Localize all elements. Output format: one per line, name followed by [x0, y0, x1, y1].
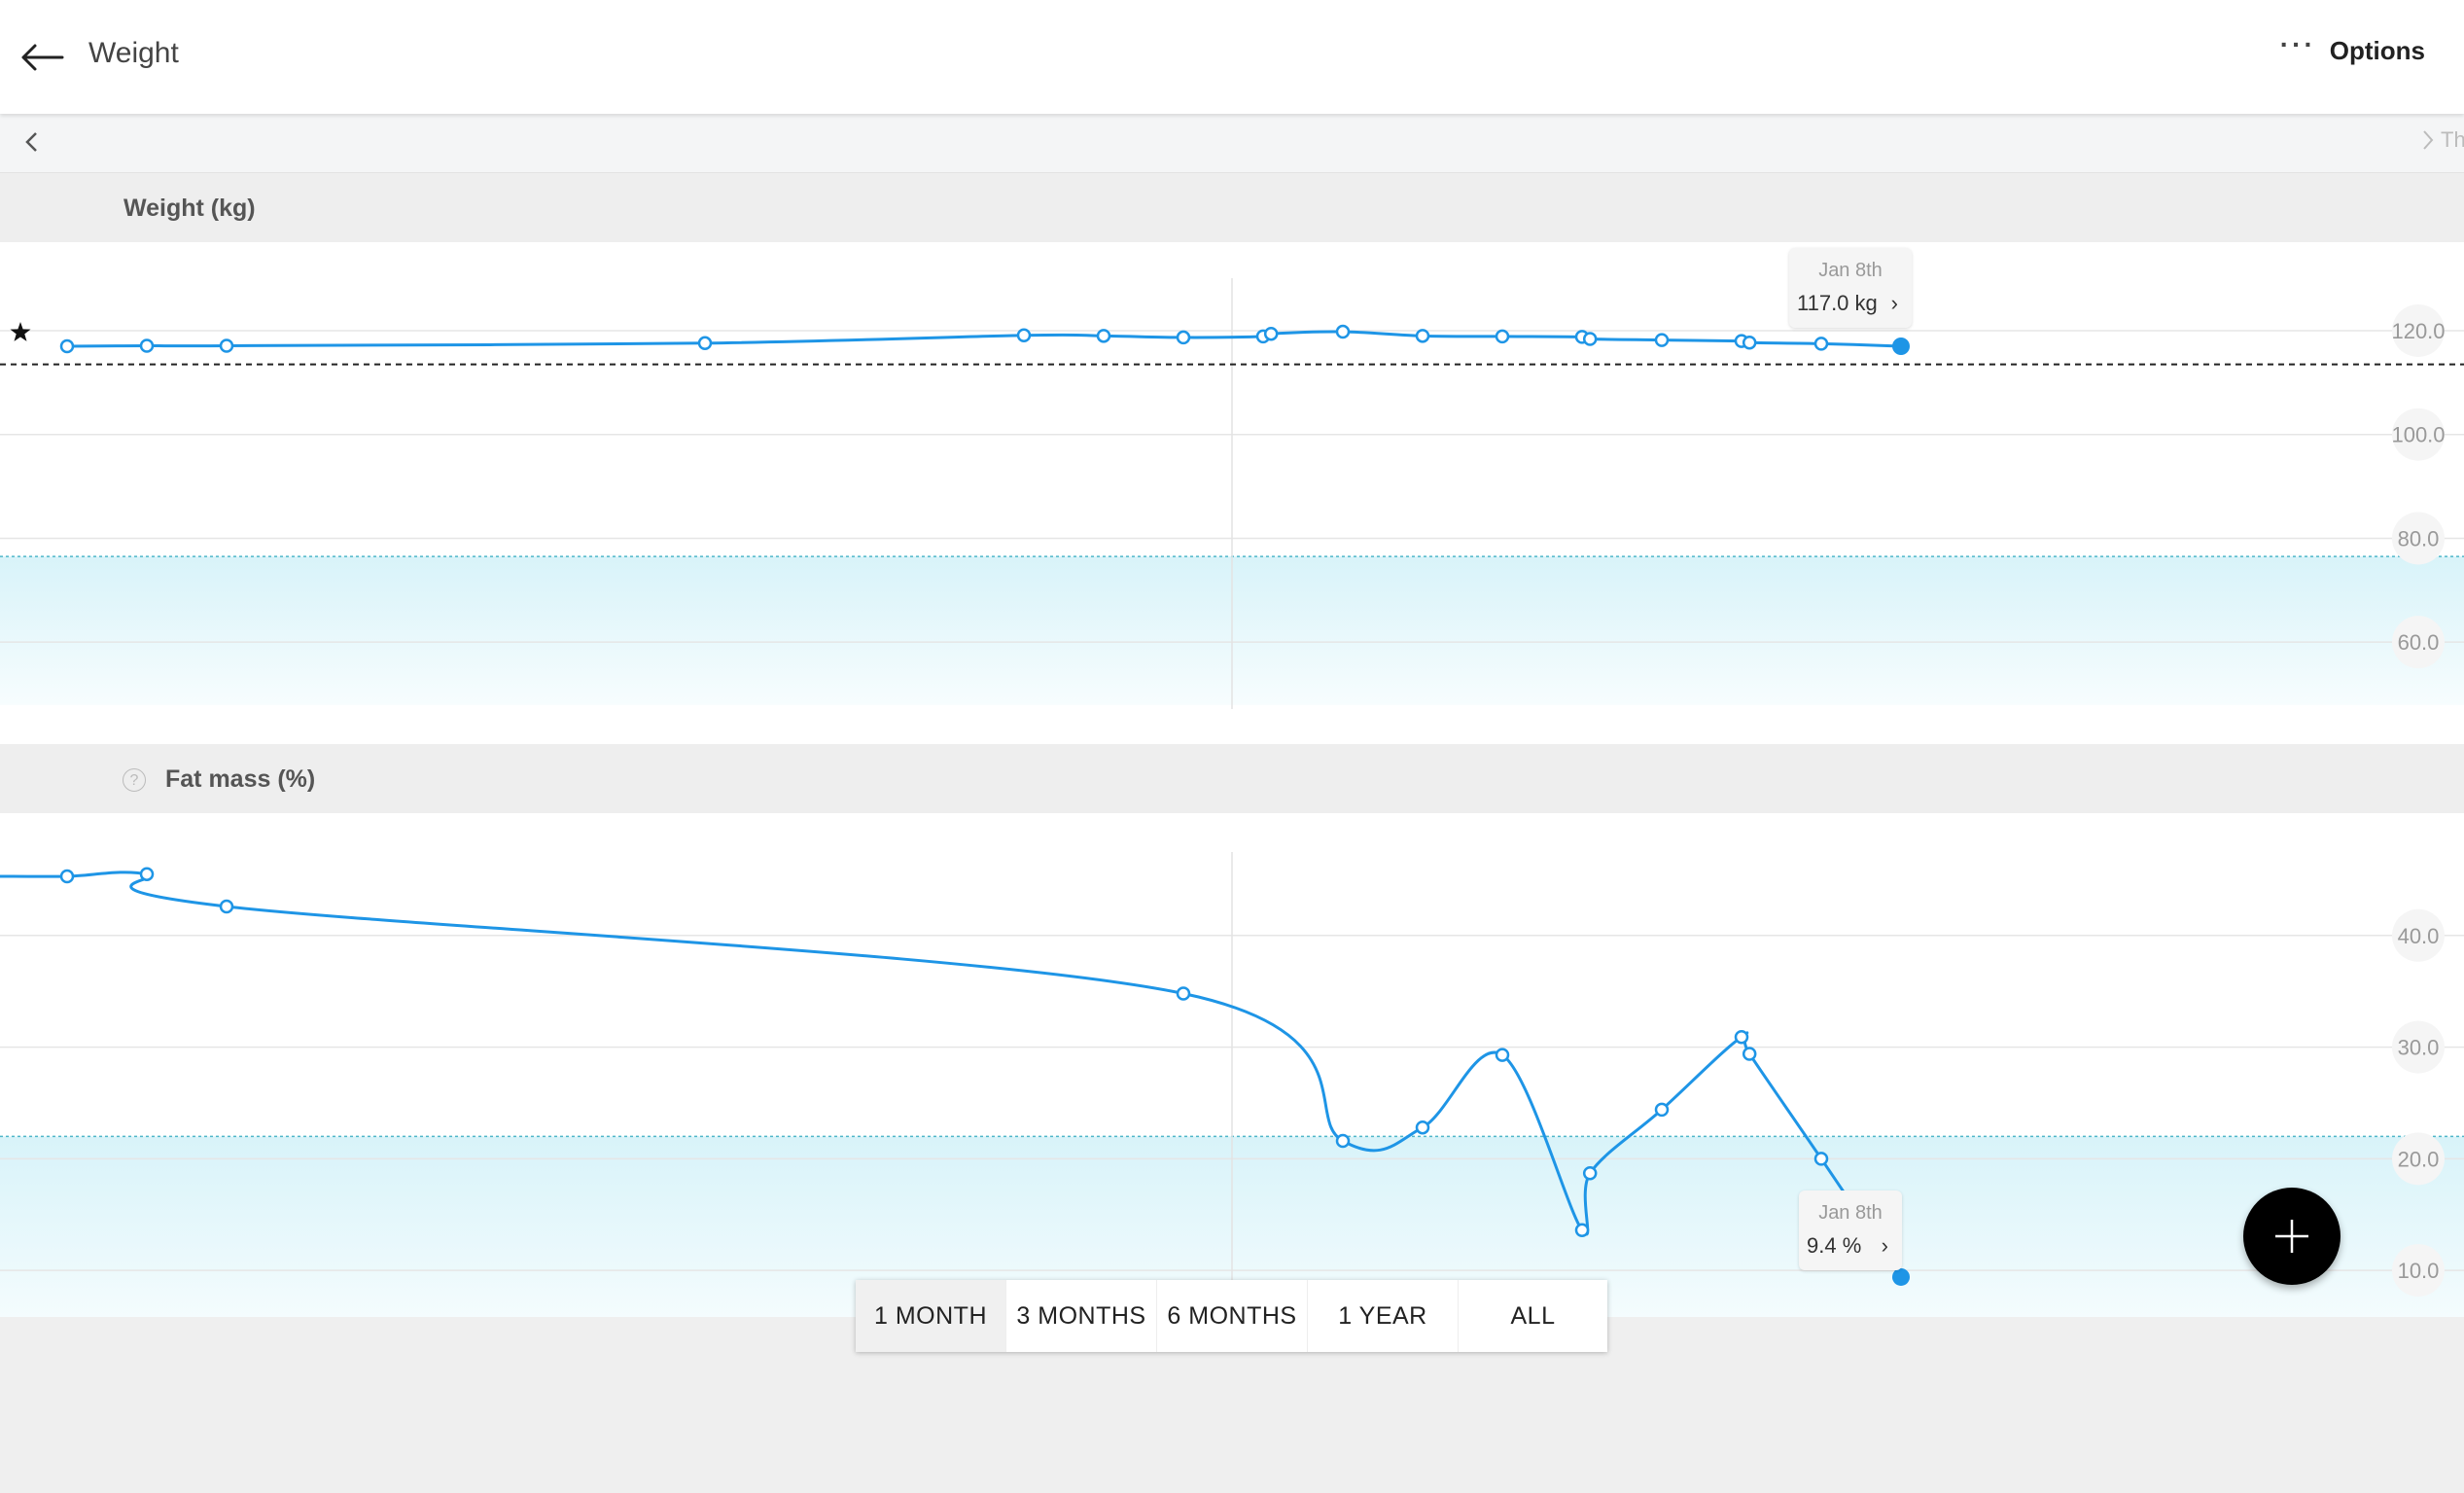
data-point — [1176, 330, 1191, 345]
highlighted-data-point — [1892, 338, 1910, 356]
data-point — [1742, 1047, 1757, 1061]
period-navigation-bar: Th — [0, 114, 2464, 173]
data-point — [1016, 328, 1032, 343]
series-line — [66, 330, 1902, 348]
tick-label-background — [2392, 908, 2445, 962]
weight-section-header: Weight (kg) — [0, 173, 2464, 242]
range-all-button[interactable]: ALL — [1510, 1302, 1556, 1330]
help-icon[interactable]: ? — [123, 768, 146, 792]
tick-label-background — [2392, 1020, 2445, 1074]
plus-icon — [2275, 1220, 2308, 1253]
tick-label-background — [2392, 1244, 2445, 1297]
fat-tooltip-date: Jan 8th — [1818, 1202, 1883, 1224]
data-point — [59, 338, 75, 354]
data-point — [1582, 1166, 1598, 1181]
data-point — [1654, 333, 1670, 347]
data-point — [139, 867, 155, 881]
data-point — [1335, 324, 1351, 339]
tick-label-background — [2392, 616, 2445, 669]
data-point — [59, 869, 75, 884]
range-6-months-button[interactable]: 6 MONTHS — [1157, 1280, 1308, 1352]
chevron-right-icon: › — [1881, 1233, 1888, 1258]
y-tick-label: 20.0 — [2398, 1147, 2440, 1171]
chevron-right-icon: › — [1890, 291, 1898, 315]
y-tick-label: 80.0 — [2398, 526, 2440, 551]
next-period-button[interactable]: Th — [2421, 127, 2464, 153]
more-dots-icon: ··· — [2279, 29, 2316, 59]
data-point — [1415, 329, 1430, 343]
range-3-months-button[interactable]: 3 MONTHS — [1006, 1280, 1157, 1352]
y-tick-label: 30.0 — [2398, 1036, 2440, 1060]
highlighted-data-point — [1892, 1267, 1910, 1286]
data-point — [139, 338, 155, 353]
tick-label-background — [2392, 408, 2445, 461]
tick-label-background — [2392, 1132, 2445, 1186]
data-point — [1415, 1120, 1430, 1135]
y-tick-label: 100.0 — [2391, 423, 2445, 447]
fat-section-title: Fat mass (%) — [165, 765, 316, 793]
y-tick-label: 60.0 — [2398, 630, 2440, 655]
fat-chart-svg: 40.0 30.0 20.0 10.0 — [0, 852, 2464, 1317]
chevron-left-icon[interactable] — [19, 129, 45, 155]
data-point — [697, 336, 713, 351]
weight-section-title: Weight (kg) — [123, 195, 256, 222]
data-point — [1813, 337, 1829, 351]
back-arrow-icon[interactable] — [19, 33, 68, 82]
data-point — [1335, 1133, 1351, 1149]
data-point — [1742, 336, 1757, 350]
y-tick-label: 120.0 — [2391, 319, 2445, 343]
data-point — [1734, 1029, 1749, 1045]
next-period-label: Th — [2441, 127, 2464, 152]
data-point — [1582, 332, 1598, 346]
data-point — [1176, 986, 1191, 1001]
time-range-selector: 1 MONTH 3 MONTHS 6 MONTHS 1 YEAR ALL — [856, 1280, 1607, 1352]
data-point — [1263, 326, 1279, 341]
weight-chart[interactable]: 120.0 100.0 80.0 60.0 Jan 8th 117.0 kg › — [0, 242, 2464, 744]
star-icon — [10, 322, 31, 341]
chevron-right-icon — [2423, 130, 2434, 150]
weight-chart-svg: 120.0 100.0 80.0 60.0 — [0, 278, 2464, 709]
weight-tooltip[interactable]: Jan 8th 117.0 kg › — [1789, 248, 1912, 328]
options-label: Options — [2329, 35, 2425, 65]
range-1-month-button[interactable]: 1 MONTH — [856, 1280, 1006, 1352]
range-1-year-button[interactable]: 1 YEAR — [1308, 1280, 1459, 1352]
data-point — [1654, 1102, 1670, 1118]
page-title: Weight — [88, 37, 179, 69]
data-point — [1096, 329, 1111, 343]
data-point — [1495, 329, 1510, 344]
data-point — [1813, 1152, 1829, 1166]
weight-tooltip-value: 117.0 kg — [1797, 291, 1878, 315]
tick-label-background — [2392, 303, 2445, 357]
options-button[interactable]: ··· Options — [2280, 29, 2425, 66]
tick-label-background — [2392, 512, 2445, 565]
fat-section-header: ? Fat mass (%) — [0, 744, 2464, 813]
fat-chart[interactable]: 40.0 30.0 20.0 10.0 Jan 8th 9.4 % › — [0, 813, 2464, 1317]
add-measurement-button[interactable] — [2243, 1188, 2341, 1285]
fat-tooltip-value: 9.4 % — [1807, 1233, 1862, 1258]
data-point — [1574, 1223, 1590, 1238]
y-tick-label: 40.0 — [2398, 924, 2440, 948]
y-tick-label: 10.0 — [2398, 1259, 2440, 1283]
fat-tooltip[interactable]: Jan 8th 9.4 % › — [1799, 1191, 1902, 1270]
data-point — [219, 338, 234, 353]
data-point — [219, 899, 234, 914]
data-point — [1495, 1048, 1510, 1062]
top-app-bar: Weight ··· Options — [0, 0, 2464, 114]
weight-tooltip-date: Jan 8th — [1818, 260, 1883, 281]
